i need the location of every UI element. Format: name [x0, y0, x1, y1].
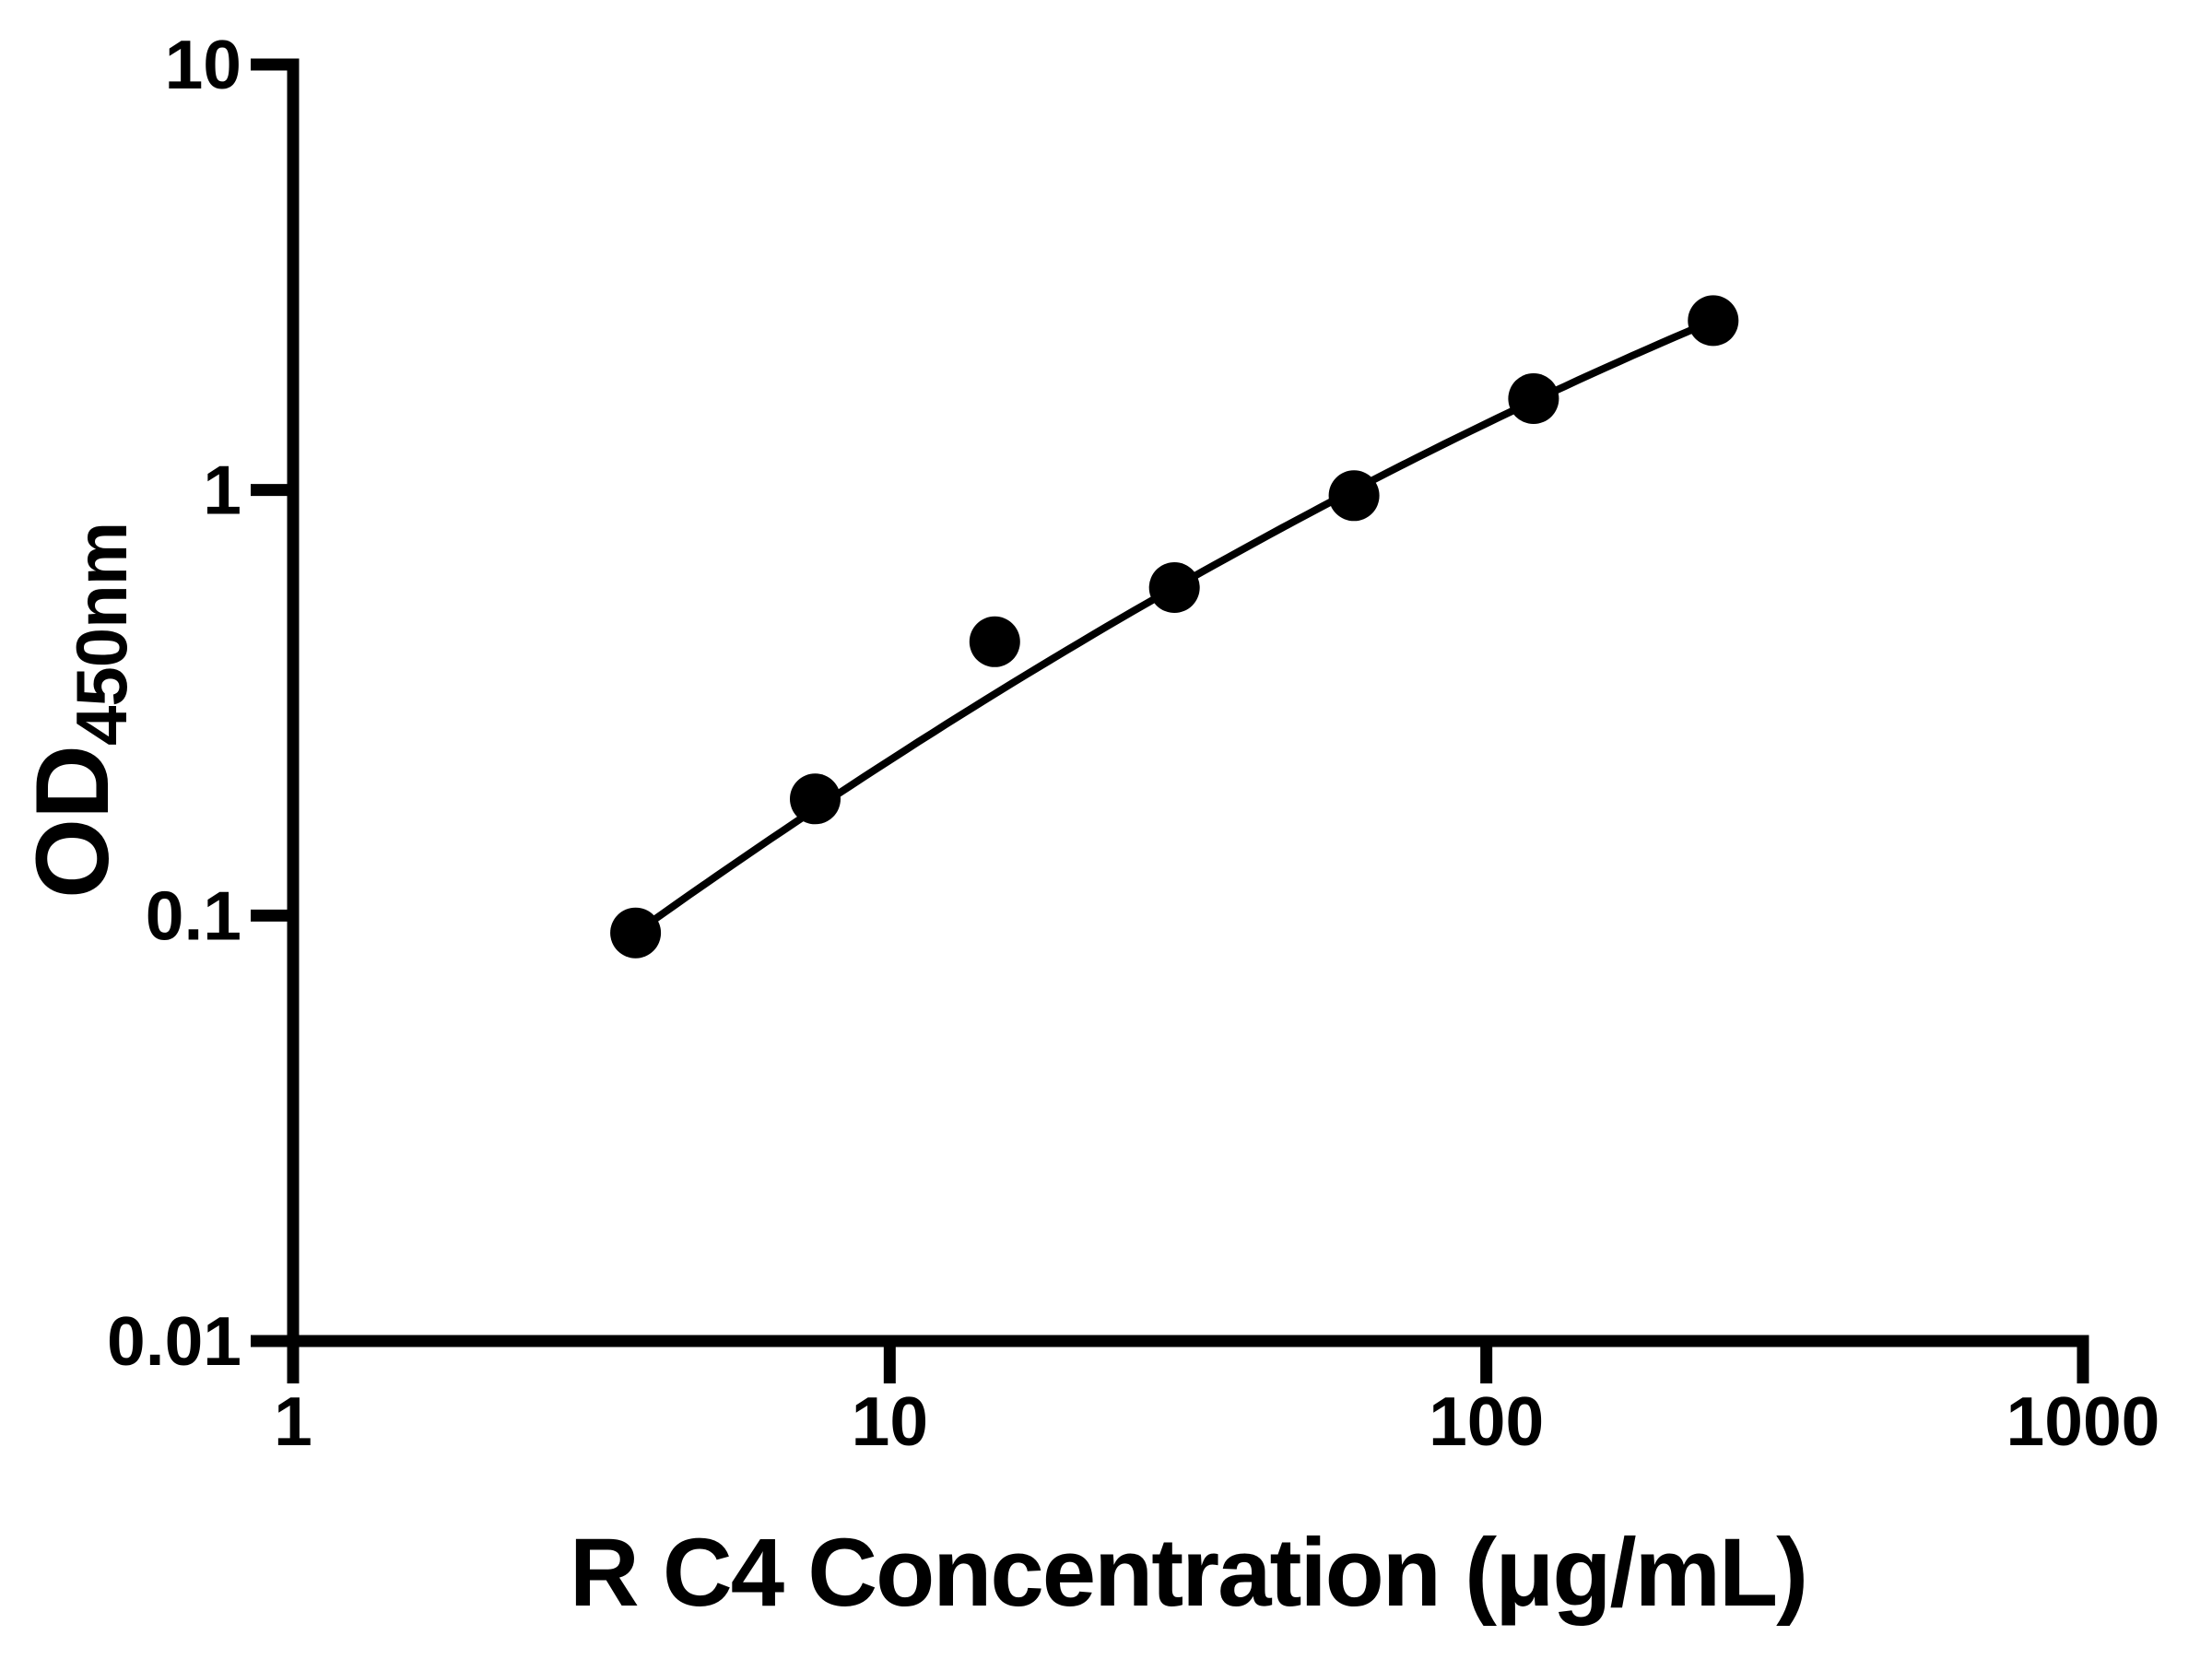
data-point	[1688, 295, 1739, 347]
y-axis-tick-labels: 10 1 0.1 0.01	[107, 26, 241, 1380]
y-axis-title-subscript: 450nm	[61, 523, 142, 746]
data-point	[1508, 373, 1559, 424]
x-axis-title: R C4 Concentration (μg/mL)	[570, 1519, 1806, 1627]
y-tick-label: 0.01	[107, 1302, 241, 1380]
x-tick-label: 100	[1429, 1382, 1544, 1460]
data-point	[1328, 470, 1380, 522]
x-tick-label: 10	[852, 1382, 928, 1460]
x-axis-tick-labels: 1 10 100 1000	[274, 1382, 2159, 1460]
y-tick-label: 1	[203, 452, 241, 529]
data-point	[1148, 562, 1200, 613]
y-tick-label: 0.1	[146, 877, 241, 954]
x-tick-label: 1000	[2006, 1382, 2160, 1460]
y-tick-label: 10	[165, 26, 241, 103]
data-point	[790, 773, 841, 825]
y-axis-title-main: OD	[15, 746, 130, 899]
y-axis-ticks	[251, 58, 300, 1347]
y-axis-title: OD450nm	[15, 523, 142, 899]
data-point	[969, 616, 1020, 667]
data-point-markers	[610, 295, 1739, 959]
x-tick-label: 1	[274, 1382, 312, 1460]
data-point	[610, 907, 662, 959]
